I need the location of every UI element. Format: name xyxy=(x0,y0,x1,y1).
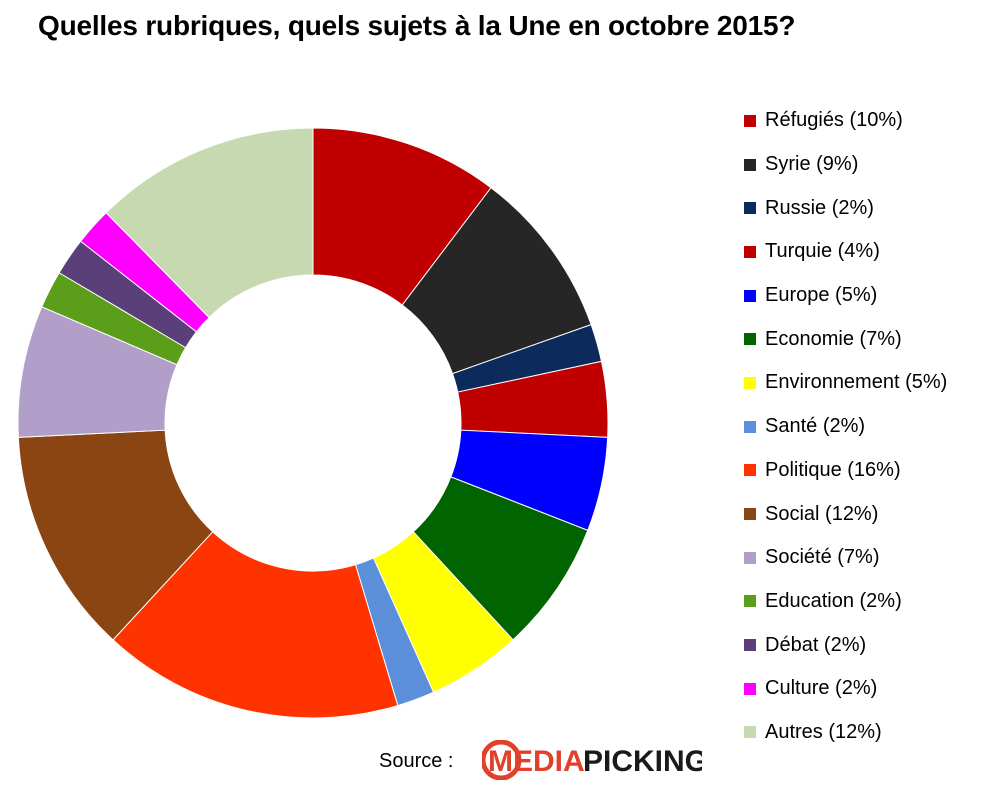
legend-swatch xyxy=(744,639,756,652)
legend-swatch xyxy=(744,551,756,564)
source-label: Source : xyxy=(379,750,454,772)
legend-swatch xyxy=(744,420,756,433)
donut-slice-14 xyxy=(105,127,314,319)
legend-item: Politique (16%) xyxy=(744,449,947,493)
legend-item: Economie (7%) xyxy=(744,317,947,361)
legend-item: Social (12%) xyxy=(744,492,947,536)
legend-item: Russie (2%) xyxy=(744,186,947,230)
legend-label: Débat (2%) xyxy=(765,633,867,656)
legend-swatch xyxy=(744,376,756,389)
legend-swatch xyxy=(744,464,756,477)
legend-swatch xyxy=(744,595,756,608)
legend-item: Réfugiés (10%) xyxy=(744,99,947,143)
legend-label: Réfugiés (10%) xyxy=(765,109,903,132)
legend-swatch xyxy=(744,333,756,346)
chart-title: Quelles rubriques, quels sujets à la Une… xyxy=(38,10,796,41)
legend-item: Culture (2%) xyxy=(744,667,947,711)
chart-legend: Réfugiés (10%) Syrie (9%) Russie (2%) Turqu… xyxy=(744,99,947,754)
legend-label: Syrie (9%) xyxy=(765,153,859,176)
donut-slice-8 xyxy=(112,531,399,719)
legend-swatch xyxy=(744,158,756,171)
legend-label: Santé (2%) xyxy=(765,415,866,438)
legend-label: Education (2%) xyxy=(765,589,902,612)
legend-swatch xyxy=(744,682,756,695)
legend-item: Syrie (9%) xyxy=(744,143,947,187)
legend-label: Turquie (4%) xyxy=(765,240,880,263)
logo-media-text: MEDIA xyxy=(488,745,585,778)
donut-slice-9 xyxy=(17,429,214,641)
legend-item: Environnement (5%) xyxy=(744,361,947,405)
legend-label: Autres (12%) xyxy=(765,720,882,743)
legend-item: Education (2%) xyxy=(744,580,947,624)
legend-swatch xyxy=(744,508,756,521)
legend-item: Autres (12%) xyxy=(744,711,947,755)
legend-label: Europe (5%) xyxy=(765,284,878,307)
legend-swatch xyxy=(744,202,756,215)
legend-item: Europe (5%) xyxy=(744,274,947,318)
legend-swatch xyxy=(744,245,756,258)
legend-swatch xyxy=(744,726,756,739)
legend-item: Société (7%) xyxy=(744,536,947,580)
legend-item: Santé (2%) xyxy=(744,405,947,449)
logo-m-circle xyxy=(482,740,522,780)
legend-label: Environnement (5%) xyxy=(765,371,948,394)
legend-label: Politique (16%) xyxy=(765,458,901,481)
legend-label: Culture (2%) xyxy=(765,677,878,700)
legend-item: Turquie (4%) xyxy=(744,230,947,274)
legend-swatch xyxy=(744,289,756,302)
legend-label: Economie (7%) xyxy=(765,327,902,350)
mediapicking-logo: MEDIA PICKING xyxy=(482,740,702,780)
logo-picking-text: PICKING xyxy=(583,745,702,778)
legend-label: Social (12%) xyxy=(765,502,879,525)
legend-item: Débat (2%) xyxy=(744,623,947,667)
legend-swatch xyxy=(744,114,756,127)
legend-label: Russie (2%) xyxy=(765,196,874,219)
legend-label: Société (7%) xyxy=(765,546,880,569)
